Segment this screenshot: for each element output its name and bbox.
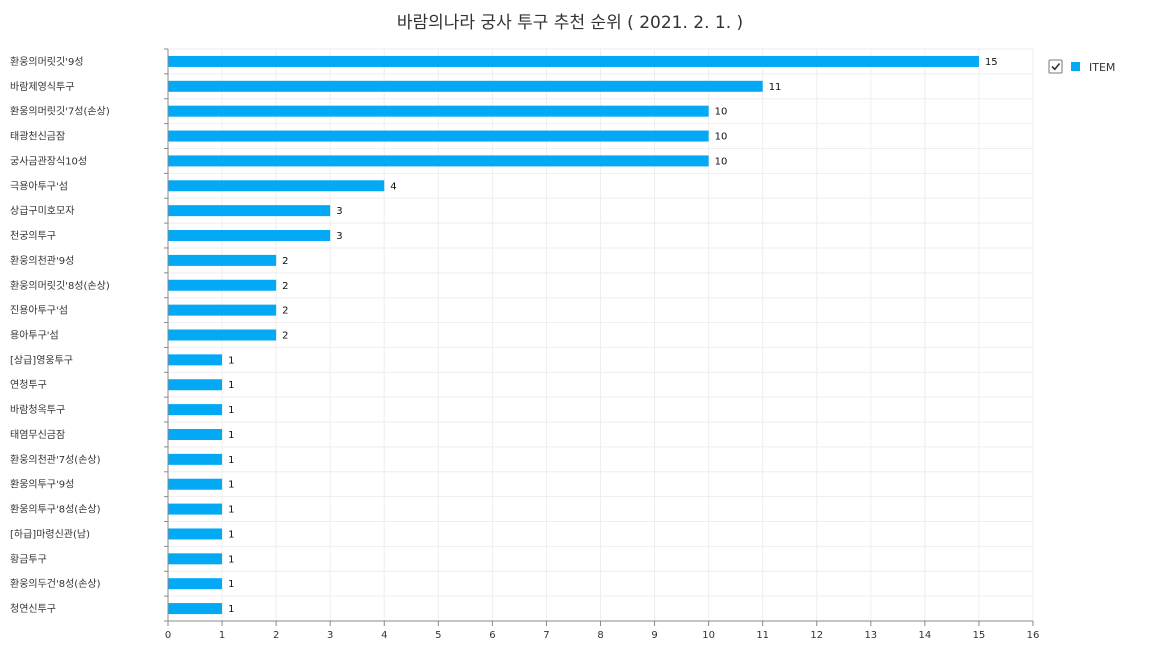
data-label: 1: [228, 505, 234, 516]
category-label: 궁사금관장식10성: [10, 155, 87, 167]
data-label: 3: [336, 231, 342, 242]
data-label: 1: [228, 554, 234, 565]
bar[interactable]: [168, 329, 277, 341]
check-icon: [1051, 62, 1061, 71]
data-label: 1: [228, 380, 234, 391]
category-label: 용아투구'섬: [10, 330, 59, 342]
x-tick-label: 5: [435, 630, 441, 641]
category-label: 태염무신금잠: [10, 429, 65, 441]
bar[interactable]: [168, 55, 979, 67]
x-tick-label: 14: [919, 630, 932, 641]
bar[interactable]: [168, 428, 223, 440]
grid-lines: [168, 48, 1034, 621]
bar[interactable]: [168, 80, 763, 92]
category-label: 환웅의머릿깃'7성(손상): [10, 106, 110, 118]
bar[interactable]: [168, 553, 223, 565]
category-label: 바람청옥투구: [10, 403, 65, 416]
bar[interactable]: [168, 105, 709, 117]
category-label: 진용아투구'섬: [10, 305, 68, 317]
x-tick-label: 8: [597, 630, 603, 641]
x-tick-label: 3: [327, 630, 333, 641]
x-tick-label: 4: [381, 630, 387, 641]
bar[interactable]: [168, 503, 223, 515]
bar[interactable]: [168, 354, 223, 366]
x-tick-label: 6: [489, 630, 495, 641]
category-label: 연청투구: [10, 379, 47, 391]
data-label: 4: [390, 181, 396, 192]
x-tick-label: 15: [973, 630, 986, 641]
legend: ITEM: [1048, 59, 1115, 74]
x-tick-label: 11: [756, 630, 769, 641]
x-tick-label: 13: [864, 630, 877, 641]
category-label: 태광천신금잠: [10, 131, 65, 143]
category-label: 환웅의머릿깃'9성: [10, 56, 84, 68]
data-label: 2: [282, 256, 288, 267]
bar[interactable]: [168, 379, 223, 391]
bar[interactable]: [168, 478, 223, 490]
category-label: 청연신투구: [10, 603, 56, 615]
data-label: 1: [228, 455, 234, 466]
data-label: 15: [985, 57, 998, 68]
category-label: 극용아투구'섬: [10, 180, 68, 192]
bar[interactable]: [168, 453, 223, 465]
data-label: 2: [282, 281, 288, 292]
category-label: 환웅의투구'9성: [10, 479, 74, 491]
data-label: 11: [769, 82, 782, 93]
bar[interactable]: [168, 578, 223, 590]
data-label: 2: [282, 306, 288, 317]
data-label: 3: [336, 206, 342, 217]
bar[interactable]: [168, 603, 223, 615]
data-label: 2: [282, 331, 288, 342]
bar[interactable]: [168, 130, 709, 142]
data-label: 1: [228, 604, 234, 615]
category-label: 환웅의두건'8성(손상): [10, 578, 101, 590]
category-label: 상급구미호모자: [10, 205, 74, 217]
bar[interactable]: [168, 155, 709, 167]
category-label: [하급]마령신관(남): [10, 527, 90, 540]
category-label: 환웅의머릿깃'8성(손상): [10, 280, 110, 292]
category-label: 환웅의투구'8성(손상): [10, 504, 101, 516]
data-label: 1: [228, 529, 234, 540]
x-tick-label: 12: [810, 630, 823, 641]
category-label: 천궁의투구: [10, 230, 56, 242]
data-label: 1: [228, 405, 234, 416]
axes: 0 1 2 3 4 5 6 7 8 9 10 11 12 13 14 15 16: [164, 48, 1040, 641]
data-label: 1: [228, 480, 234, 491]
bar[interactable]: [168, 279, 277, 291]
data-label: 10: [715, 107, 728, 118]
x-tick-label: 0: [165, 630, 171, 641]
bar[interactable]: [168, 230, 331, 242]
legend-checkbox[interactable]: [1048, 59, 1063, 74]
x-tick-label: 1: [219, 630, 225, 641]
data-label: 1: [228, 355, 234, 366]
category-label: 바람제영식투구: [10, 80, 74, 93]
x-tick-label: 10: [702, 630, 715, 641]
bar[interactable]: [168, 304, 277, 316]
bar[interactable]: [168, 528, 223, 540]
bar[interactable]: [168, 404, 223, 416]
x-tick-label: 7: [543, 630, 549, 641]
bar[interactable]: [168, 180, 385, 192]
data-label: 10: [715, 156, 728, 167]
data-label: 10: [715, 132, 728, 143]
data-label: 1: [228, 430, 234, 441]
legend-checkbox-box[interactable]: [1048, 59, 1063, 74]
bar[interactable]: [168, 205, 331, 217]
category-label: [상급]영웅투구: [10, 354, 73, 366]
legend-swatch: [1071, 62, 1080, 71]
data-label: 1: [228, 579, 234, 590]
x-tick-label: 16: [1027, 630, 1040, 641]
bar[interactable]: [168, 254, 277, 266]
legend-label: ITEM: [1089, 61, 1115, 74]
chart-title: 바람의나라 궁사 투구 추천 순위 ( 2021. 2. 1. ): [396, 13, 744, 33]
x-tick-label: 2: [273, 630, 279, 641]
x-tick-label: 9: [651, 630, 657, 641]
category-label: 환웅의천관'9성: [10, 255, 74, 267]
category-label: 환웅의천관'7성(손상): [10, 454, 101, 466]
category-label: 황금투구: [10, 553, 47, 565]
